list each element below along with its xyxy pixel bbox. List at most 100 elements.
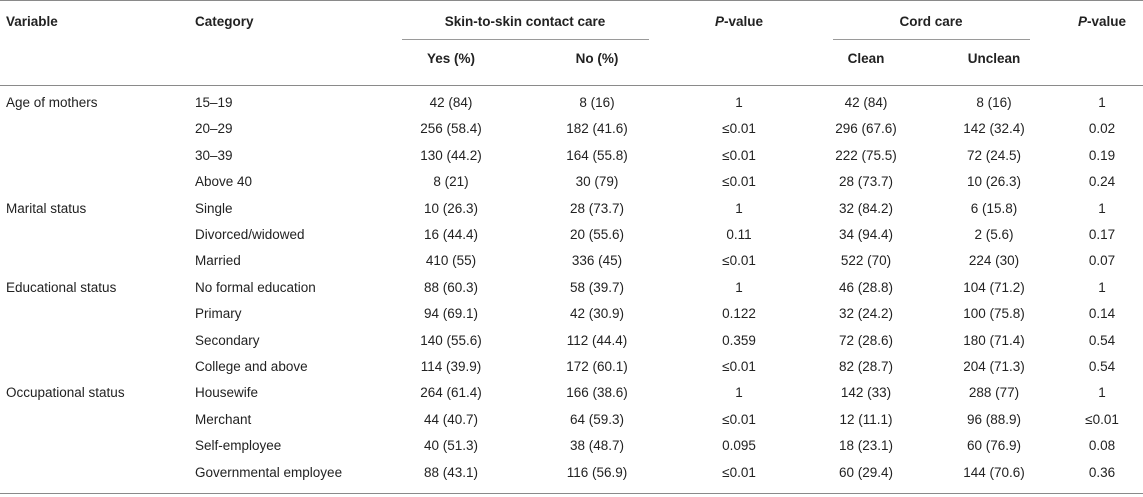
cell-clean: 42 (84): [844, 95, 888, 110]
cell-p1: 0.122: [722, 306, 756, 321]
cell-no: 38 (48.7): [569, 438, 625, 453]
skin-group-rule: [402, 39, 649, 40]
cell-category: Secondary: [195, 333, 260, 348]
cell-unclean: 60 (76.9): [966, 438, 1022, 453]
cell-p1: 1: [735, 95, 743, 110]
cell-p2: 0.07: [1088, 253, 1116, 268]
cell-p1: 1: [735, 385, 743, 400]
cell-yes: 114 (39.9): [420, 359, 482, 374]
cell-p2: 1: [1098, 201, 1106, 216]
cell-yes: 16 (44.4): [423, 227, 479, 242]
cell-p2: 0.19: [1088, 148, 1116, 163]
cell-p1: ≤0.01: [722, 253, 756, 268]
header-p-value-1: P-value: [714, 14, 764, 29]
cell-variable: Occupational status: [6, 385, 125, 400]
cell-yes: 44 (40.7): [423, 412, 479, 427]
cell-category: Single: [195, 201, 233, 216]
cell-category: 15–19: [195, 95, 233, 110]
cell-category: Primary: [195, 306, 242, 321]
cell-clean: 34 (94.4): [838, 227, 894, 242]
cell-unclean: 224 (30): [968, 253, 1020, 268]
header-yes: Yes (%): [426, 51, 476, 66]
cell-p1: ≤0.01: [722, 465, 756, 480]
cell-variable: Age of mothers: [6, 95, 98, 110]
header-p-value-2: P-value: [1077, 14, 1127, 29]
cell-unclean: 204 (71.3): [963, 359, 1025, 374]
cell-no: 164 (55.8): [566, 148, 628, 163]
cell-yes: 130 (44.2): [420, 148, 482, 163]
cell-yes: 10 (26.3): [423, 201, 479, 216]
cell-p2: 0.54: [1088, 359, 1116, 374]
cell-no: 182 (41.6): [566, 121, 628, 136]
cell-p1: ≤0.01: [722, 121, 756, 136]
cell-yes: 264 (61.4): [420, 385, 482, 400]
cell-yes: 140 (55.6): [420, 333, 482, 348]
cell-p1: 0.095: [722, 438, 756, 453]
cell-no: 112 (44.4): [566, 333, 628, 348]
cell-no: 64 (59.3): [569, 412, 625, 427]
cell-unclean: 104 (71.2): [963, 280, 1025, 295]
cell-p2: 0.02: [1088, 121, 1116, 136]
cell-p1: 0.11: [726, 227, 752, 242]
cell-clean: 32 (24.2): [838, 306, 894, 321]
cell-p1: ≤0.01: [722, 412, 756, 427]
cell-unclean: 2 (5.6): [974, 227, 1014, 242]
cell-p1: 1: [735, 280, 743, 295]
cell-clean: 522 (70): [840, 253, 892, 268]
cell-clean: 296 (67.6): [835, 121, 897, 136]
cell-unclean: 100 (75.8): [963, 306, 1025, 321]
header-variable: Variable: [6, 14, 58, 29]
cell-clean: 82 (28.7): [838, 359, 894, 374]
cell-no: 8 (16): [579, 95, 615, 110]
cell-unclean: 8 (16): [976, 95, 1012, 110]
cell-clean: 46 (28.8): [838, 280, 894, 295]
cell-category: Above 40: [195, 174, 253, 189]
cell-p2: 0.54: [1088, 333, 1116, 348]
cell-unclean: 144 (70.6): [963, 465, 1025, 480]
cell-variable: Educational status: [6, 280, 117, 295]
cell-p2: 1: [1098, 385, 1106, 400]
cell-no: 116 (56.9): [566, 465, 628, 480]
cell-clean: 28 (73.7): [838, 174, 894, 189]
cell-no: 336 (45): [571, 253, 623, 268]
cell-yes: 88 (60.3): [423, 280, 479, 295]
cell-yes: 40 (51.3): [423, 438, 479, 453]
cell-no: 28 (73.7): [569, 201, 625, 216]
cell-p1: 1: [735, 201, 743, 216]
cell-p2: 0.24: [1088, 174, 1116, 189]
header-category: Category: [195, 14, 254, 29]
cell-category: Divorced/widowed: [195, 227, 305, 242]
cell-no: 166 (38.6): [566, 385, 628, 400]
cell-yes: 42 (84): [429, 95, 473, 110]
cord-group-rule: [833, 39, 1030, 40]
cell-no: 42 (30.9): [569, 306, 625, 321]
cell-category: 20–29: [195, 121, 233, 136]
cell-yes: 410 (55): [425, 253, 477, 268]
header-bottom-rule: [0, 85, 1143, 86]
header-skin-to-skin: Skin-to-skin contact care: [444, 14, 606, 29]
cell-category: College and above: [195, 359, 308, 374]
cell-yes: 8 (21): [433, 174, 469, 189]
cell-p1: ≤0.01: [722, 359, 756, 374]
cell-unclean: 10 (26.3): [966, 174, 1022, 189]
cell-unclean: 180 (71.4): [963, 333, 1025, 348]
cell-unclean: 72 (24.5): [966, 148, 1022, 163]
cell-p2: 1: [1098, 280, 1106, 295]
cell-p2: ≤0.01: [1085, 412, 1119, 427]
header-unclean: Unclean: [967, 51, 1021, 66]
cell-clean: 222 (75.5): [835, 148, 897, 163]
cell-p2: 0.08: [1088, 438, 1116, 453]
cell-yes: 256 (58.4): [420, 121, 482, 136]
cell-p2: 0.14: [1088, 306, 1116, 321]
cell-yes: 88 (43.1): [423, 465, 479, 480]
cell-category: Merchant: [195, 412, 252, 427]
cell-clean: 18 (23.1): [838, 438, 894, 453]
cell-p1: ≤0.01: [722, 174, 756, 189]
cell-variable: Marital status: [6, 201, 87, 216]
cell-yes: 94 (69.1): [423, 306, 479, 321]
cell-clean: 142 (33): [840, 385, 892, 400]
cell-p1: ≤0.01: [722, 148, 756, 163]
cell-category: Housewife: [195, 385, 259, 400]
header-no: No (%): [575, 51, 619, 66]
